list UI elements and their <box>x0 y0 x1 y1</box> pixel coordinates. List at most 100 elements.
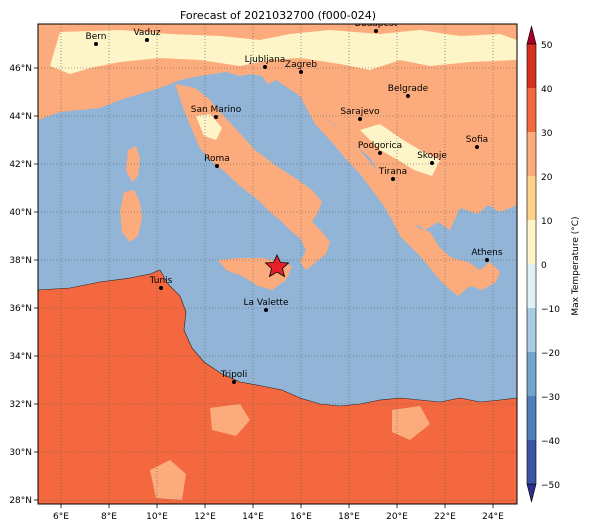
city-label: Athens <box>471 248 502 258</box>
colorbar-segment <box>527 308 536 352</box>
colorbar-segment <box>527 44 536 88</box>
city-label: Bern <box>86 32 107 42</box>
lat-tick-label: 30°N <box>9 448 32 458</box>
city-label: Zagreb <box>285 60 317 70</box>
city-markers: Bern Vaduz Budapest Ljubljana Zagreb Bel… <box>86 19 503 384</box>
lat-tick-label: 38°N <box>9 256 32 266</box>
balkans <box>300 96 500 296</box>
colorbar-segment <box>527 176 536 220</box>
x-ticks <box>60 504 494 508</box>
colorbar-tick-label: −10 <box>541 305 560 315</box>
city-label: Sofia <box>466 135 488 145</box>
lon-tick-label: 10°E <box>146 512 168 522</box>
colorbar-tick-label: 0 <box>541 261 547 271</box>
lon-tick-label: 16°E <box>290 512 312 522</box>
lat-tick-label: 36°N <box>9 304 32 314</box>
city-dot <box>264 308 268 312</box>
desert-band-3 <box>392 406 430 440</box>
colorbar-extend-min <box>526 483 537 503</box>
lat-tick-label: 34°N <box>9 352 32 362</box>
colorbar-label: Max Temperature (°C) <box>571 216 581 315</box>
colorbar-tick-label: −50 <box>541 481 560 491</box>
desert-band <box>210 404 250 436</box>
city-dot <box>475 145 479 149</box>
lat-tick-label: 32°N <box>9 400 32 410</box>
colorbar-segment <box>527 88 536 132</box>
city-dot <box>358 117 362 121</box>
colorbar-segment <box>527 396 536 440</box>
alps-cold-band <box>50 30 517 74</box>
balkan-cold-band <box>360 124 440 176</box>
map-frame <box>37 23 518 505</box>
graticule <box>38 24 517 504</box>
city-label: Belgrade <box>388 84 429 94</box>
corsica <box>126 146 140 182</box>
lon-tick-label: 8°E <box>101 512 117 522</box>
city-dot <box>391 177 395 181</box>
italy-cold-band <box>196 114 222 140</box>
city-label: Tunis <box>149 276 173 286</box>
lon-tick-label: 18°E <box>338 512 360 522</box>
colorbar-segment <box>527 220 536 264</box>
city-dot <box>485 258 489 262</box>
city-label: Budapest <box>355 19 398 29</box>
colorbar-tick-label: −30 <box>541 393 560 403</box>
lon-tick-label: 6°E <box>53 512 69 522</box>
city-dot <box>374 29 378 33</box>
x-tick-labels: 6°E 8°E 10°E 12°E 14°E 16°E 18°E 20°E 22… <box>53 512 504 522</box>
colorbar-tick-labels: −50 −40 −30 −20 −10 0 10 20 30 40 50 <box>541 41 560 491</box>
city-label: Tripoli <box>220 370 248 380</box>
city-label: Vaduz <box>133 28 160 38</box>
city-dot <box>299 70 303 74</box>
city-label: Tirana <box>378 167 407 177</box>
lat-tick-label: 46°N <box>9 64 32 74</box>
colorbar-frame <box>526 43 537 485</box>
city-label: Skopje <box>417 151 447 161</box>
city-dot <box>159 286 163 290</box>
colorbar-segment <box>527 440 536 484</box>
lat-tick-label: 28°N <box>9 496 32 506</box>
city-dot <box>263 65 267 69</box>
lat-tick-label: 44°N <box>9 112 32 122</box>
colorbar-segment <box>527 132 536 176</box>
colorbar-tick-label: −40 <box>541 437 560 447</box>
colorbar-tick-label: 30 <box>541 129 553 139</box>
colorbar-segment <box>527 264 536 308</box>
colorbar <box>526 25 537 503</box>
city-label: Roma <box>204 154 230 164</box>
city-dot <box>406 94 410 98</box>
lon-tick-label: 20°E <box>386 512 408 522</box>
city-label: Podgorica <box>358 141 402 151</box>
city-dot <box>378 151 382 155</box>
city-label: La Valette <box>244 298 289 308</box>
coastline <box>38 269 517 407</box>
africa-land <box>38 270 517 504</box>
colorbar-tick-label: 20 <box>541 173 553 183</box>
map-title: Forecast of 2021032700 (f000-024) <box>180 9 376 22</box>
city-dot <box>94 42 98 46</box>
lon-tick-label: 14°E <box>242 512 264 522</box>
city-dot <box>145 38 149 42</box>
map-area: Bern Vaduz Budapest Ljubljana Zagreb Bel… <box>38 19 517 504</box>
colorbar-tick-label: 10 <box>541 217 553 227</box>
colorbar-extend-max <box>526 25 537 45</box>
city-dot <box>430 161 434 165</box>
lon-tick-label: 22°E <box>434 512 456 522</box>
sardinia <box>120 190 142 242</box>
lat-tick-label: 40°N <box>9 208 32 218</box>
city-dot <box>232 380 236 384</box>
colorbar-tick-label: 50 <box>541 41 553 51</box>
colorbar-segment <box>527 352 536 396</box>
city-label: Ljubljana <box>245 55 286 65</box>
colorbar-tick-label: 40 <box>541 85 553 95</box>
y-tick-labels: 28°N 30°N 32°N 34°N 36°N 38°N 40°N 42°N … <box>9 64 32 506</box>
colorbar-tick-label: −20 <box>541 349 560 359</box>
city-label: Sarajevo <box>340 107 380 117</box>
y-ticks <box>34 67 38 501</box>
city-dot <box>214 115 218 119</box>
city-dot <box>215 164 219 168</box>
lon-tick-label: 24°E <box>482 512 504 522</box>
lat-tick-label: 42°N <box>9 160 32 170</box>
city-label: San Marino <box>191 105 242 115</box>
